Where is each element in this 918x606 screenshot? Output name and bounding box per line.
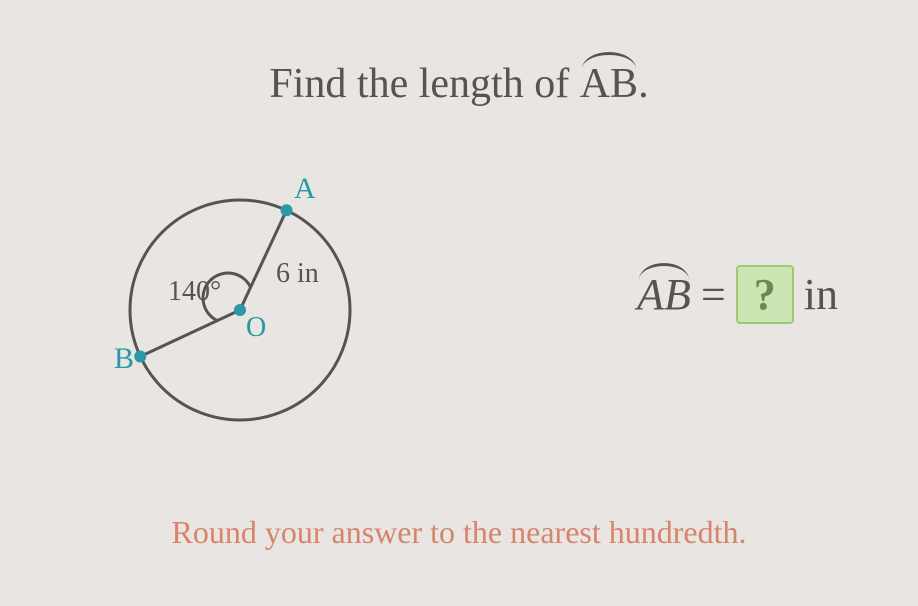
angle-text: 140° [168,276,221,307]
circle-diagram: A B O 140° 6 in [90,140,390,440]
label-o: O [246,312,266,343]
formula-arc-label: AB [637,269,691,320]
formula: AB = ? in [637,265,838,324]
rounding-instruction: Round your answer to the nearest hundred… [0,514,918,551]
point-b [134,351,146,363]
title-suffix: . [638,61,649,107]
circle-svg: A B O 140° 6 in [90,140,390,440]
label-b: B [114,342,134,375]
radius-text: 6 in [276,258,319,289]
question-title: Find the length of AB. [0,60,918,108]
page: Find the length of AB. A B O 140° 6 in A… [0,0,918,606]
equals-sign: = [701,269,726,320]
point-a [281,204,293,216]
point-o [234,304,246,316]
radius-ob [140,310,240,357]
title-arc-label: AB [580,60,638,108]
answer-input-box[interactable]: ? [736,265,794,324]
title-prefix: Find the length of [269,61,579,107]
formula-unit: in [804,269,838,320]
label-a: A [294,172,316,205]
